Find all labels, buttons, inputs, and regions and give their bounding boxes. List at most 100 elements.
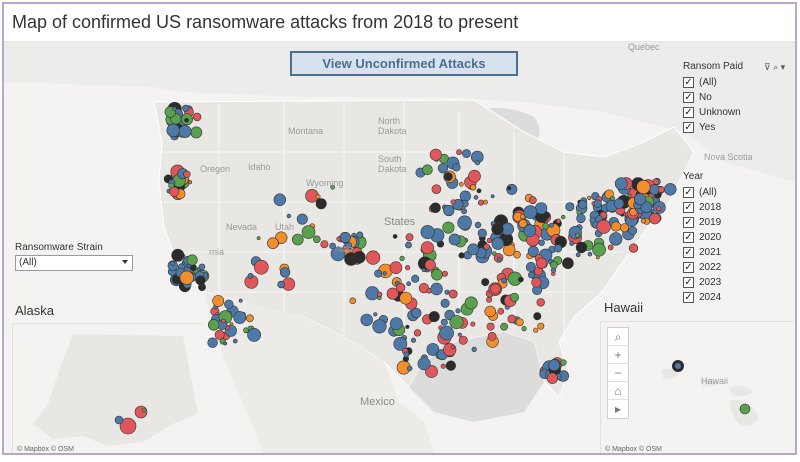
- year-option-2020[interactable]: ✓ 2020: [683, 232, 722, 243]
- attack-dot[interactable]: [531, 277, 542, 288]
- attack-dot[interactable]: [458, 252, 465, 259]
- attack-dot[interactable]: [392, 234, 398, 239]
- attack-dot[interactable]: [455, 308, 461, 314]
- attack-dot[interactable]: [119, 417, 137, 435]
- attack-dot[interactable]: [417, 357, 431, 371]
- checkbox[interactable]: ✓: [683, 77, 694, 88]
- attack-dot[interactable]: [575, 241, 588, 254]
- attack-dot[interactable]: [374, 269, 383, 278]
- attack-dot[interactable]: [431, 268, 443, 281]
- home-icon[interactable]: ⌂: [608, 382, 628, 400]
- attack-dot[interactable]: [405, 265, 411, 271]
- attack-dot[interactable]: [330, 185, 336, 190]
- attack-dot[interactable]: [548, 359, 561, 372]
- attack-dot[interactable]: [587, 195, 592, 200]
- strain-select[interactable]: (All): [15, 255, 133, 271]
- attack-dot[interactable]: [468, 169, 481, 183]
- attack-dot[interactable]: [382, 271, 387, 276]
- attack-dot[interactable]: [405, 324, 410, 329]
- attack-dot[interactable]: [179, 270, 194, 285]
- filter-icon[interactable]: ⊽: [764, 62, 771, 72]
- attack-dot[interactable]: [519, 214, 526, 220]
- attack-dot[interactable]: [496, 256, 502, 262]
- attack-dot[interactable]: [406, 281, 412, 286]
- map-controls[interactable]: ⌕ + − ⌂ ▸: [607, 327, 629, 419]
- attack-dot[interactable]: [491, 222, 504, 236]
- attack-dot[interactable]: [256, 236, 261, 241]
- year-option-2018[interactable]: ✓ 2018: [683, 202, 722, 213]
- attack-dot[interactable]: [636, 179, 651, 195]
- attack-dot[interactable]: [474, 160, 480, 166]
- attack-dot[interactable]: [518, 219, 528, 228]
- attack-dot[interactable]: [538, 239, 545, 246]
- attack-dot[interactable]: [441, 270, 448, 277]
- checkbox[interactable]: ✓: [683, 277, 694, 288]
- attack-dot[interactable]: [170, 260, 176, 266]
- attack-dot[interactable]: [315, 198, 327, 210]
- attack-dots[interactable]: [163, 101, 677, 384]
- attack-dot[interactable]: [184, 118, 189, 123]
- attack-dot[interactable]: [223, 341, 228, 346]
- attack-dot[interactable]: [458, 335, 468, 345]
- attack-dot[interactable]: [444, 289, 450, 295]
- attack-dot[interactable]: [247, 272, 254, 279]
- attack-dot[interactable]: [440, 318, 448, 326]
- attack-dot[interactable]: [477, 199, 484, 206]
- year-option-2019[interactable]: ✓ 2019: [683, 217, 722, 228]
- attack-dot[interactable]: [550, 260, 558, 269]
- attack-dot[interactable]: [247, 327, 261, 342]
- attack-dot[interactable]: [450, 345, 456, 350]
- attack-dot[interactable]: [413, 329, 422, 337]
- attack-dot[interactable]: [442, 221, 455, 234]
- attack-dot[interactable]: [395, 282, 406, 293]
- attack-dot[interactable]: [486, 237, 493, 244]
- attack-dot[interactable]: [457, 332, 462, 337]
- attack-dot[interactable]: [405, 241, 412, 249]
- attack-dot[interactable]: [569, 241, 575, 246]
- attack-dot[interactable]: [399, 255, 405, 261]
- attack-dot[interactable]: [549, 222, 554, 228]
- attack-dot[interactable]: [471, 346, 477, 353]
- attack-dot[interactable]: [360, 313, 373, 327]
- attack-dot[interactable]: [273, 193, 286, 206]
- attack-dot[interactable]: [233, 311, 247, 324]
- attack-dot[interactable]: [421, 268, 426, 273]
- attack-dot[interactable]: [182, 104, 190, 112]
- attack-dot[interactable]: [232, 338, 238, 344]
- attack-dot[interactable]: [474, 221, 482, 229]
- attack-dot[interactable]: [675, 363, 681, 369]
- attack-dot[interactable]: [575, 252, 581, 258]
- year-option-2023[interactable]: ✓ 2023: [683, 277, 722, 288]
- attack-dot[interactable]: [609, 232, 623, 246]
- attack-dot[interactable]: [212, 295, 225, 307]
- attack-dot[interactable]: [238, 298, 243, 303]
- attack-dot[interactable]: [426, 343, 440, 356]
- attack-dot[interactable]: [366, 250, 381, 265]
- attack-dot[interactable]: [420, 241, 434, 255]
- attack-dot[interactable]: [114, 415, 124, 425]
- checkbox[interactable]: ✓: [683, 247, 694, 258]
- attack-dot[interactable]: [315, 194, 321, 200]
- attack-dot[interactable]: [330, 246, 346, 262]
- checkbox[interactable]: ✓: [683, 202, 694, 213]
- attack-dot[interactable]: [473, 195, 479, 200]
- attack-dot[interactable]: [443, 343, 457, 357]
- attack-dot[interactable]: [207, 337, 218, 348]
- attack-dot[interactable]: [481, 278, 490, 287]
- attack-dot[interactable]: [487, 331, 497, 341]
- attack-dot[interactable]: [440, 298, 450, 308]
- attack-dot[interactable]: [565, 202, 575, 212]
- attack-dot[interactable]: [518, 276, 524, 283]
- attack-dot[interactable]: [171, 248, 185, 262]
- checkbox[interactable]: ✓: [683, 122, 694, 133]
- attack-dot[interactable]: [452, 163, 461, 172]
- attack-dot[interactable]: [628, 243, 639, 253]
- attack-dot[interactable]: [430, 202, 441, 214]
- attack-dot[interactable]: [556, 218, 561, 224]
- attack-dot[interactable]: [320, 240, 329, 249]
- checkbox[interactable]: ✓: [683, 262, 694, 273]
- attack-dot[interactable]: [640, 218, 646, 224]
- ransom-option-no[interactable]: ✓ No: [683, 92, 712, 103]
- attack-dot[interactable]: [523, 224, 537, 237]
- attack-dot[interactable]: [353, 251, 366, 264]
